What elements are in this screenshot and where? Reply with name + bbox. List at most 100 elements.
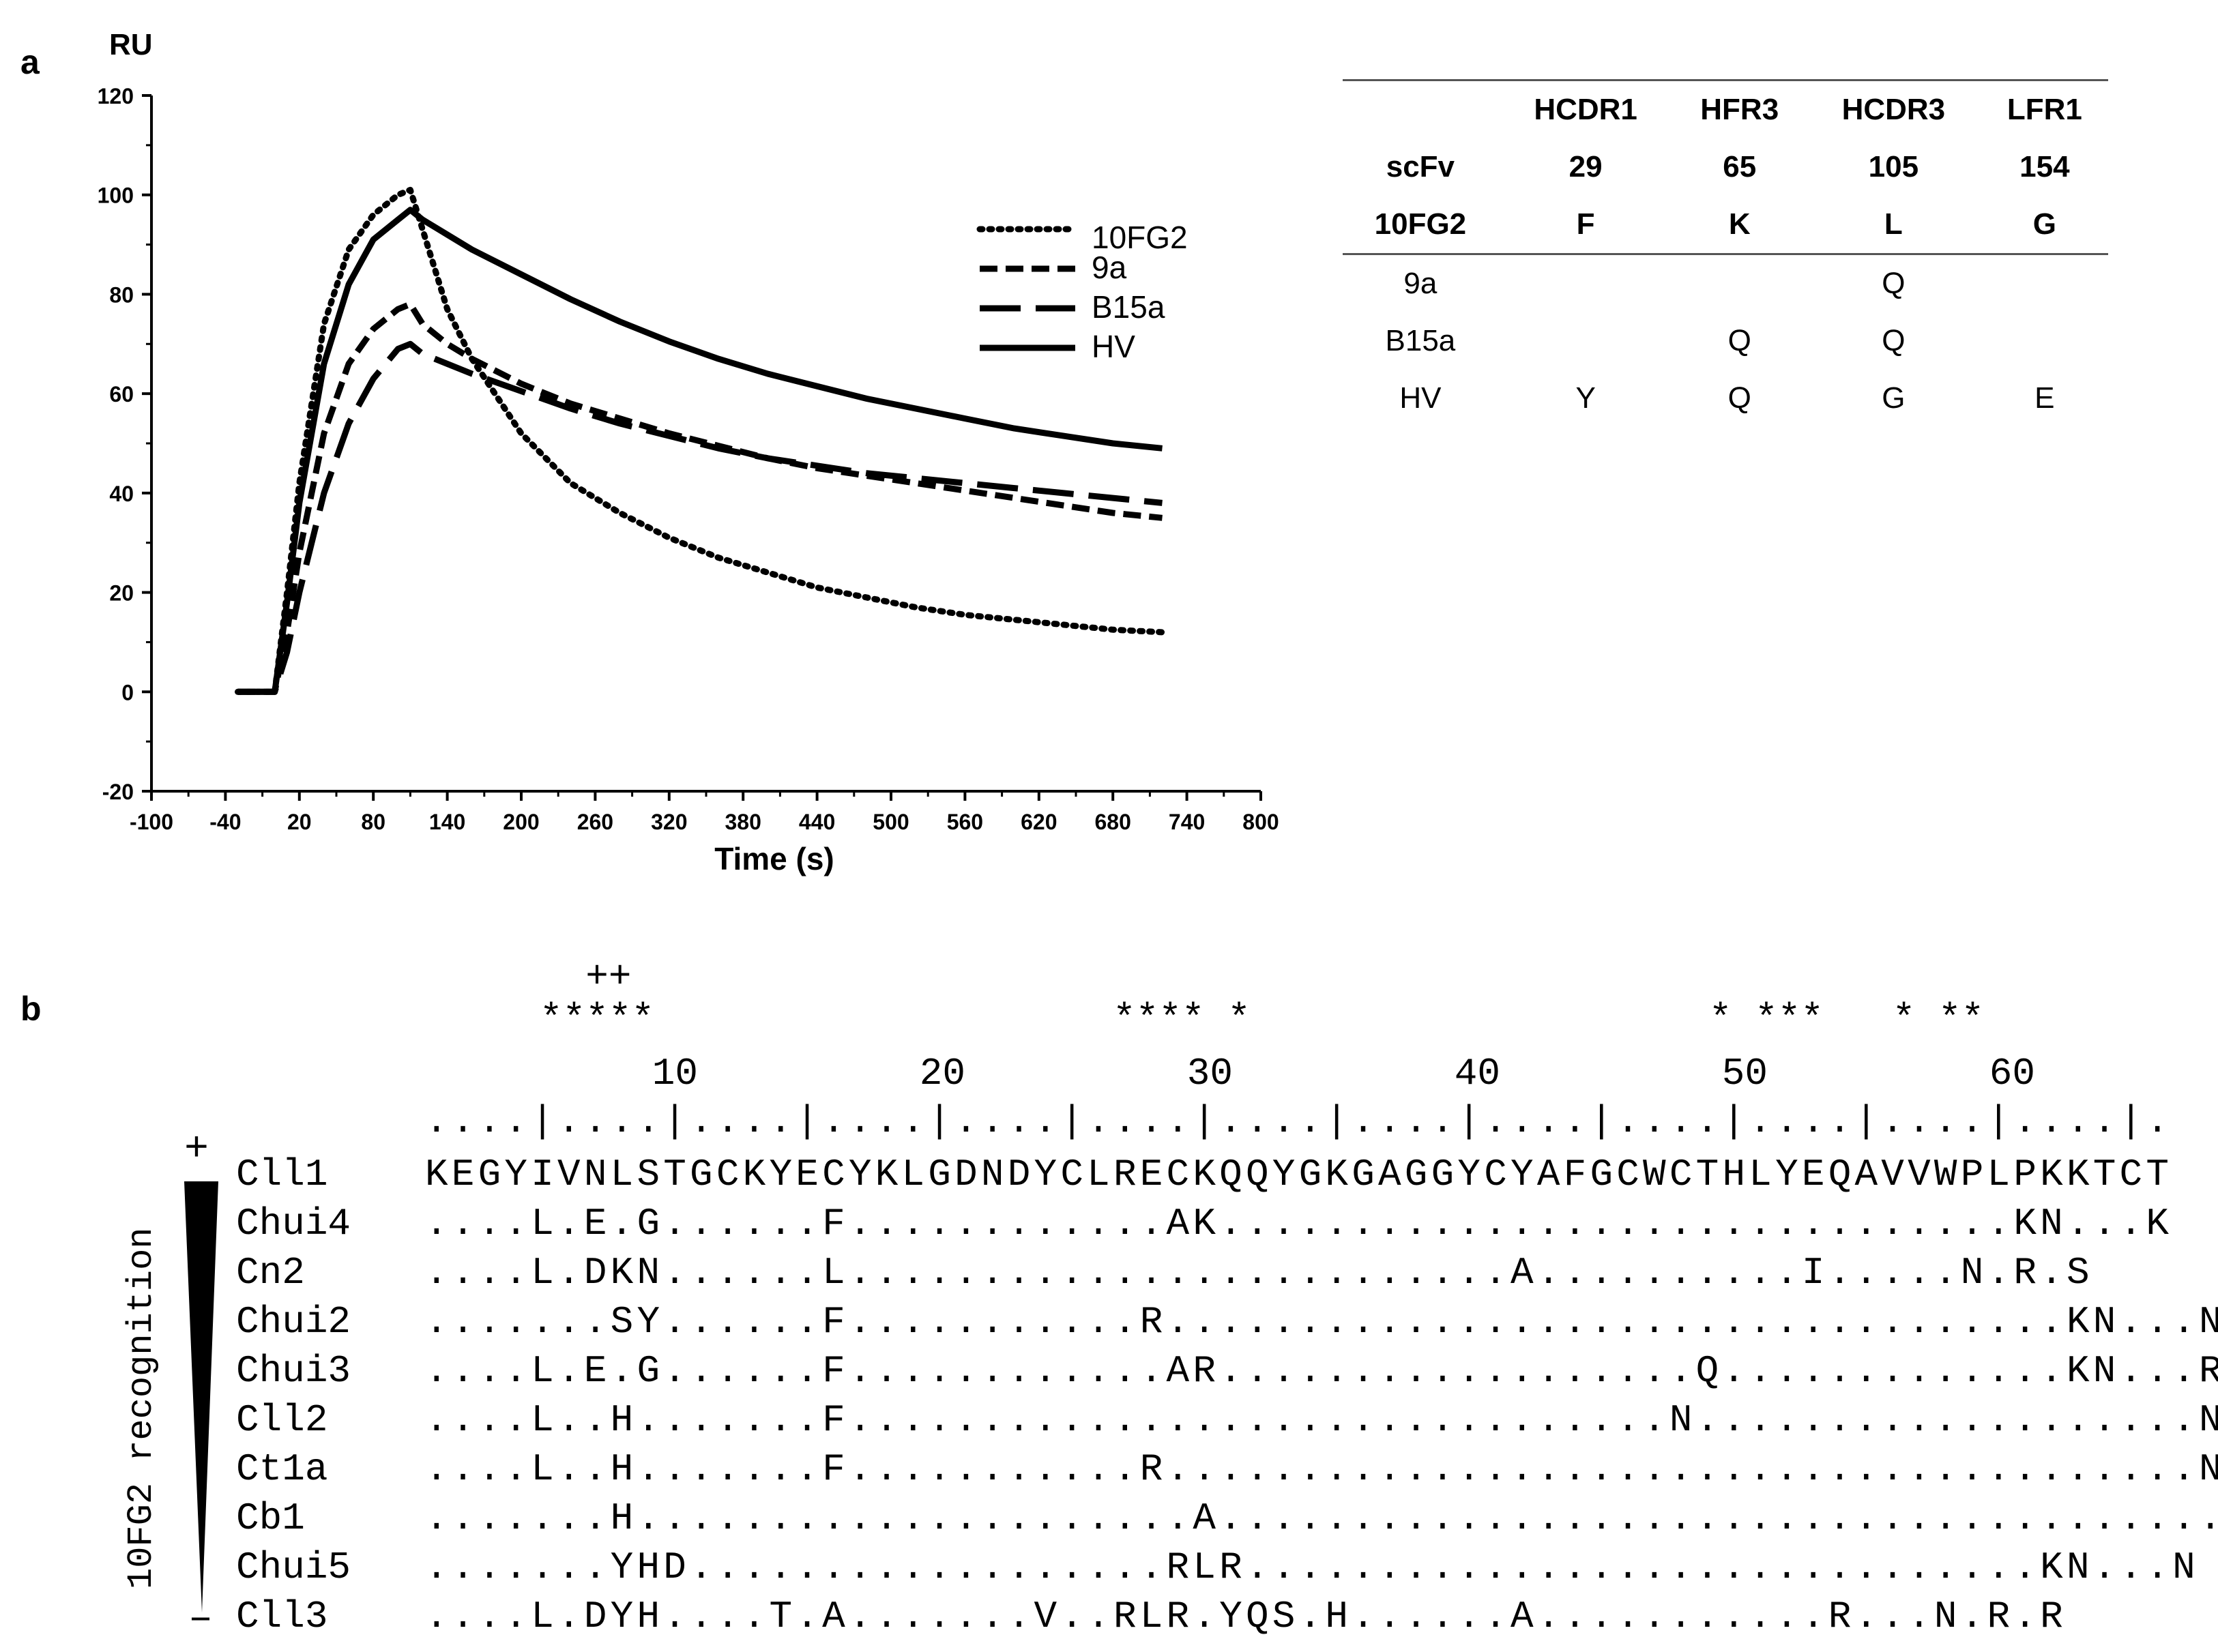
alignment-plus-markers: ++ bbox=[425, 955, 632, 999]
x-tick-label: -40 bbox=[209, 810, 241, 834]
recognition-minus-sign: – bbox=[188, 1596, 214, 1642]
alignment-ruler: ....|....|....|....|....|....|....|....|… bbox=[425, 1100, 2173, 1143]
table-cell: Q bbox=[1727, 381, 1751, 415]
series-line-9a bbox=[237, 301, 1163, 695]
table-cell: Q bbox=[1882, 324, 1906, 357]
table-header-cell: 154 bbox=[2019, 150, 2070, 183]
table-header-cell: scFv bbox=[1386, 150, 1455, 183]
panel-letter-b: b bbox=[20, 990, 42, 1028]
table-cell: Q bbox=[1727, 324, 1751, 357]
recognition-wedge bbox=[184, 1181, 218, 1612]
sequence-residues: ....L..H.......F...........R............… bbox=[425, 1447, 2218, 1491]
x-tick-label: 140 bbox=[429, 810, 465, 834]
table-row: B15a Q Q bbox=[1343, 312, 2108, 370]
table-cell: Q bbox=[1882, 267, 1906, 300]
x-tick-label: 680 bbox=[1095, 810, 1131, 834]
table-header-cell: HCDR3 bbox=[1806, 79, 1981, 138]
chart-axes: -20 0 20 40 60 80 100 120 -100 -40 20 80 140 200 260 32… bbox=[98, 28, 1279, 876]
series-line-10FG2 bbox=[235, 186, 1165, 695]
x-axis-label: Time (s) bbox=[714, 841, 834, 876]
table-header-cell: F bbox=[1498, 196, 1674, 255]
y-tick-label: 100 bbox=[98, 183, 134, 208]
table-header-row: HCDR1 HFR3 HCDR3 LFR1 bbox=[1343, 79, 2108, 138]
table-row: HV Y Q G E bbox=[1343, 370, 2108, 427]
chart-series bbox=[235, 186, 1165, 695]
sequence-residues: ....L.E.G......F............AR..........… bbox=[425, 1349, 2218, 1393]
x-tick-label: 200 bbox=[503, 810, 539, 834]
table-cell: B15a bbox=[1385, 324, 1456, 357]
y-tick-label: 20 bbox=[109, 581, 134, 606]
y-tick-label: 40 bbox=[109, 482, 134, 506]
table-cell: E bbox=[2034, 381, 2055, 415]
sequence-residues: KEGYIVNLSTGCKYECYKLGDNDYCLRECKQQYGKGAGGY… bbox=[425, 1153, 2173, 1196]
sequence-name: Cn2 bbox=[236, 1251, 305, 1295]
legend-label-9a: 9a bbox=[1092, 250, 1127, 285]
position-number: 40 bbox=[1454, 1052, 1501, 1095]
alignment-star-markers: ***** **** * * *** * ** bbox=[425, 997, 1985, 1041]
table-cell: 9a bbox=[1403, 267, 1438, 300]
table-cell: Y bbox=[1575, 381, 1596, 415]
position-number: 50 bbox=[1721, 1052, 1768, 1095]
sequence-name: Cll3 bbox=[236, 1595, 328, 1638]
table-cell bbox=[1673, 254, 1806, 313]
x-tick-label: 440 bbox=[799, 810, 835, 834]
table-header-cell: 65 bbox=[1723, 150, 1757, 183]
sequence-name: Ct1a bbox=[236, 1447, 328, 1491]
panel-letter-a: a bbox=[20, 43, 40, 81]
sequence-alignment: ++ ***** **** * * *** * ** 10 20 30 40 50 60 … bbox=[236, 955, 2218, 1644]
table-cell bbox=[1981, 312, 2108, 370]
x-tick-label: -100 bbox=[130, 810, 173, 834]
sequence-residues: ....L.DKN......L........................… bbox=[425, 1251, 2093, 1295]
sequence-name: Cb1 bbox=[236, 1496, 305, 1540]
x-tick-label: 380 bbox=[725, 810, 761, 834]
legend-label-B15a: B15a bbox=[1092, 289, 1165, 325]
table-cell: HV bbox=[1399, 381, 1442, 415]
y-tick-label: 0 bbox=[121, 680, 134, 705]
table-header-cell: HCDR1 bbox=[1498, 79, 1674, 138]
sequence-name: Cll2 bbox=[236, 1398, 328, 1442]
table-header-cell bbox=[1343, 79, 1498, 138]
y-tick-label: -20 bbox=[102, 780, 134, 804]
sequence-residues: ....L.DYH....T.A.......V..RLR.YQS.H.....… bbox=[425, 1595, 2067, 1638]
sequence-name: Chui5 bbox=[236, 1546, 351, 1589]
x-tick-label: 740 bbox=[1169, 810, 1205, 834]
sequence-residues: .......H.....................A..........… bbox=[425, 1496, 2218, 1540]
table-header-cell: 29 bbox=[1568, 150, 1603, 183]
table-header-cell: G bbox=[1981, 196, 2108, 255]
x-tick-label: 500 bbox=[873, 810, 909, 834]
binding-kinetics-chart: -20 0 20 40 60 80 100 120 -100 -40 20 80 140 200 260 32… bbox=[98, 28, 1279, 876]
sequence-residues: .......YHD..................RLR.........… bbox=[425, 1546, 2199, 1589]
table-header-cell: 105 bbox=[1868, 150, 1919, 183]
legend-label-10FG2: 10FG2 bbox=[1092, 220, 1188, 255]
position-number: 30 bbox=[1186, 1052, 1234, 1095]
x-tick-label: 560 bbox=[947, 810, 983, 834]
position-number: 60 bbox=[1989, 1052, 2036, 1095]
sequence-name: Chui3 bbox=[236, 1349, 351, 1393]
table-header-cell: 10FG2 bbox=[1343, 196, 1498, 255]
legend-label-HV: HV bbox=[1092, 329, 1135, 364]
series-line-B15a bbox=[237, 340, 1163, 695]
sequence-residues: .......SY......F...........R............… bbox=[425, 1300, 2218, 1344]
table-header-cell: L bbox=[1806, 196, 1981, 255]
y-tick-label: 80 bbox=[109, 282, 134, 307]
sequence-residues: ....L..H.......F........................… bbox=[425, 1398, 2218, 1442]
position-number: 20 bbox=[919, 1052, 966, 1095]
recognition-plus-sign: + bbox=[184, 1127, 209, 1173]
sequence-name: Chui4 bbox=[236, 1202, 351, 1245]
mutation-table: HCDR1 HFR3 HCDR3 LFR1 scFv 29 65 105 154 10FG2 F K L… bbox=[1343, 79, 2108, 427]
x-tick-label: 320 bbox=[651, 810, 687, 834]
sequence-residues: ....L.E.G......F............AK..........… bbox=[425, 1202, 2173, 1245]
series-line-HV bbox=[237, 207, 1163, 695]
sequence-name: Cll1 bbox=[236, 1153, 328, 1196]
table-header-row: 10FG2 F K L G bbox=[1343, 196, 2108, 255]
table-cell: G bbox=[1882, 381, 1906, 415]
position-number: 10 bbox=[652, 1052, 699, 1095]
table-header-cell: LFR1 bbox=[1981, 79, 2108, 138]
table-header-cell: HFR3 bbox=[1673, 79, 1807, 138]
table-cell bbox=[1498, 312, 1674, 370]
x-tick-label: 620 bbox=[1021, 810, 1057, 834]
table-header-cell: K bbox=[1673, 196, 1807, 255]
sequence-name: Chui2 bbox=[236, 1300, 351, 1344]
y-axis-label: RU bbox=[109, 28, 153, 61]
x-tick-label: 80 bbox=[361, 810, 385, 834]
